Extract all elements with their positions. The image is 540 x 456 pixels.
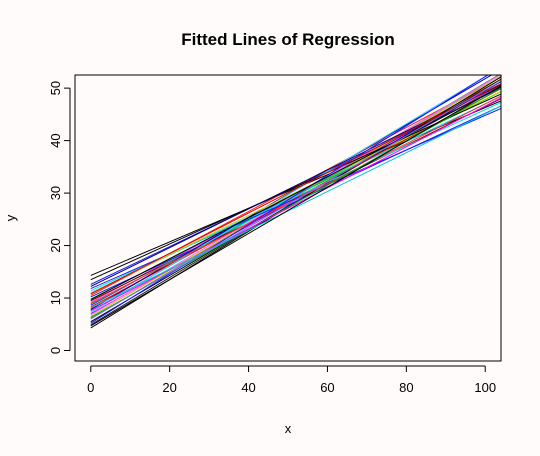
y-tick-label-0: 0 [48,347,63,354]
y-tick-label-20: 20 [48,238,63,252]
fitted-line-23 [90,108,501,290]
x-tick-label-0: 0 [87,380,94,395]
fitted-line-16 [90,105,501,298]
x-axis-label: x [285,421,292,436]
fitted-line-26 [90,93,501,281]
axis-layer: 0 20 40 60 80 100 0 10 20 30 40 50 [48,81,496,395]
series-layer [90,75,501,329]
fitted-line-36 [90,85,501,327]
fitted-line-21 [90,75,489,314]
fitted-line-30 [90,75,489,324]
y-tick-label-40: 40 [48,133,63,147]
fitted-line-32 [90,105,501,309]
fitted-line-31 [90,97,501,312]
plot-frame [74,74,502,362]
fitted-line-33 [90,86,501,301]
x-tick-label-40: 40 [241,380,255,395]
y-tick-label-10: 10 [48,291,63,305]
x-tick-label-100: 100 [474,380,496,395]
x-tick-label-80: 80 [399,380,413,395]
y-tick-label-50: 50 [48,81,63,95]
fitted-line-35 [90,80,501,319]
fitted-line-34 [90,83,501,295]
y-tick-label-30: 30 [48,186,63,200]
x-tick-label-60: 60 [320,380,334,395]
x-tick-label-20: 20 [162,380,176,395]
chart-title: Fitted Lines of Regression [181,30,394,49]
y-axis-label: y [3,214,18,221]
